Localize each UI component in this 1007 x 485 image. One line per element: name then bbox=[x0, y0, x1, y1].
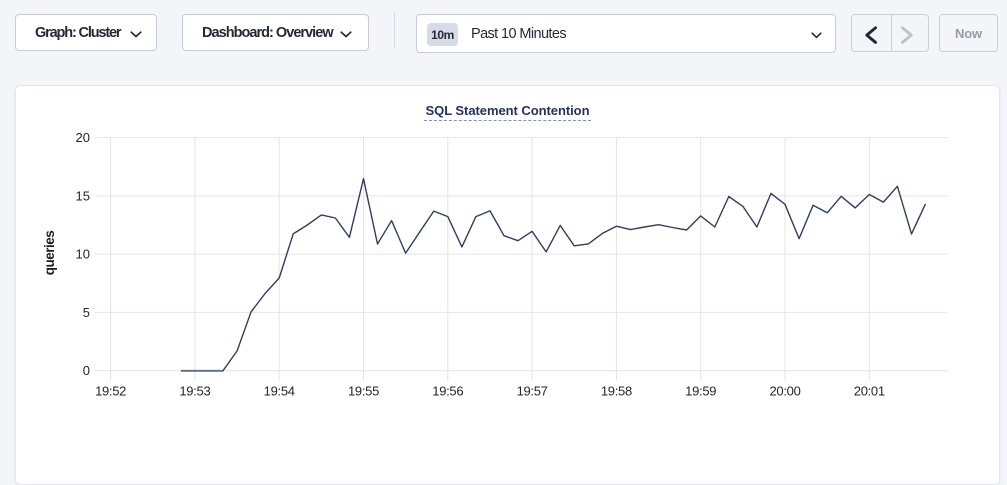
svg-text:20: 20 bbox=[76, 130, 90, 145]
svg-text:19:57: 19:57 bbox=[517, 384, 548, 399]
svg-text:19:56: 19:56 bbox=[432, 384, 463, 399]
svg-text:20:01: 20:01 bbox=[854, 384, 885, 399]
svg-text:19:58: 19:58 bbox=[601, 384, 632, 399]
svg-text:15: 15 bbox=[76, 188, 90, 203]
svg-text:10: 10 bbox=[76, 247, 90, 262]
svg-text:19:53: 19:53 bbox=[179, 384, 210, 399]
svg-text:5: 5 bbox=[83, 305, 90, 320]
svg-text:19:55: 19:55 bbox=[348, 384, 379, 399]
svg-text:19:52: 19:52 bbox=[95, 384, 126, 399]
svg-text:19:59: 19:59 bbox=[685, 384, 716, 399]
svg-text:0: 0 bbox=[83, 363, 90, 378]
svg-text:20:00: 20:00 bbox=[769, 384, 800, 399]
svg-text:queries: queries bbox=[42, 231, 57, 276]
svg-text:19:54: 19:54 bbox=[264, 384, 295, 399]
